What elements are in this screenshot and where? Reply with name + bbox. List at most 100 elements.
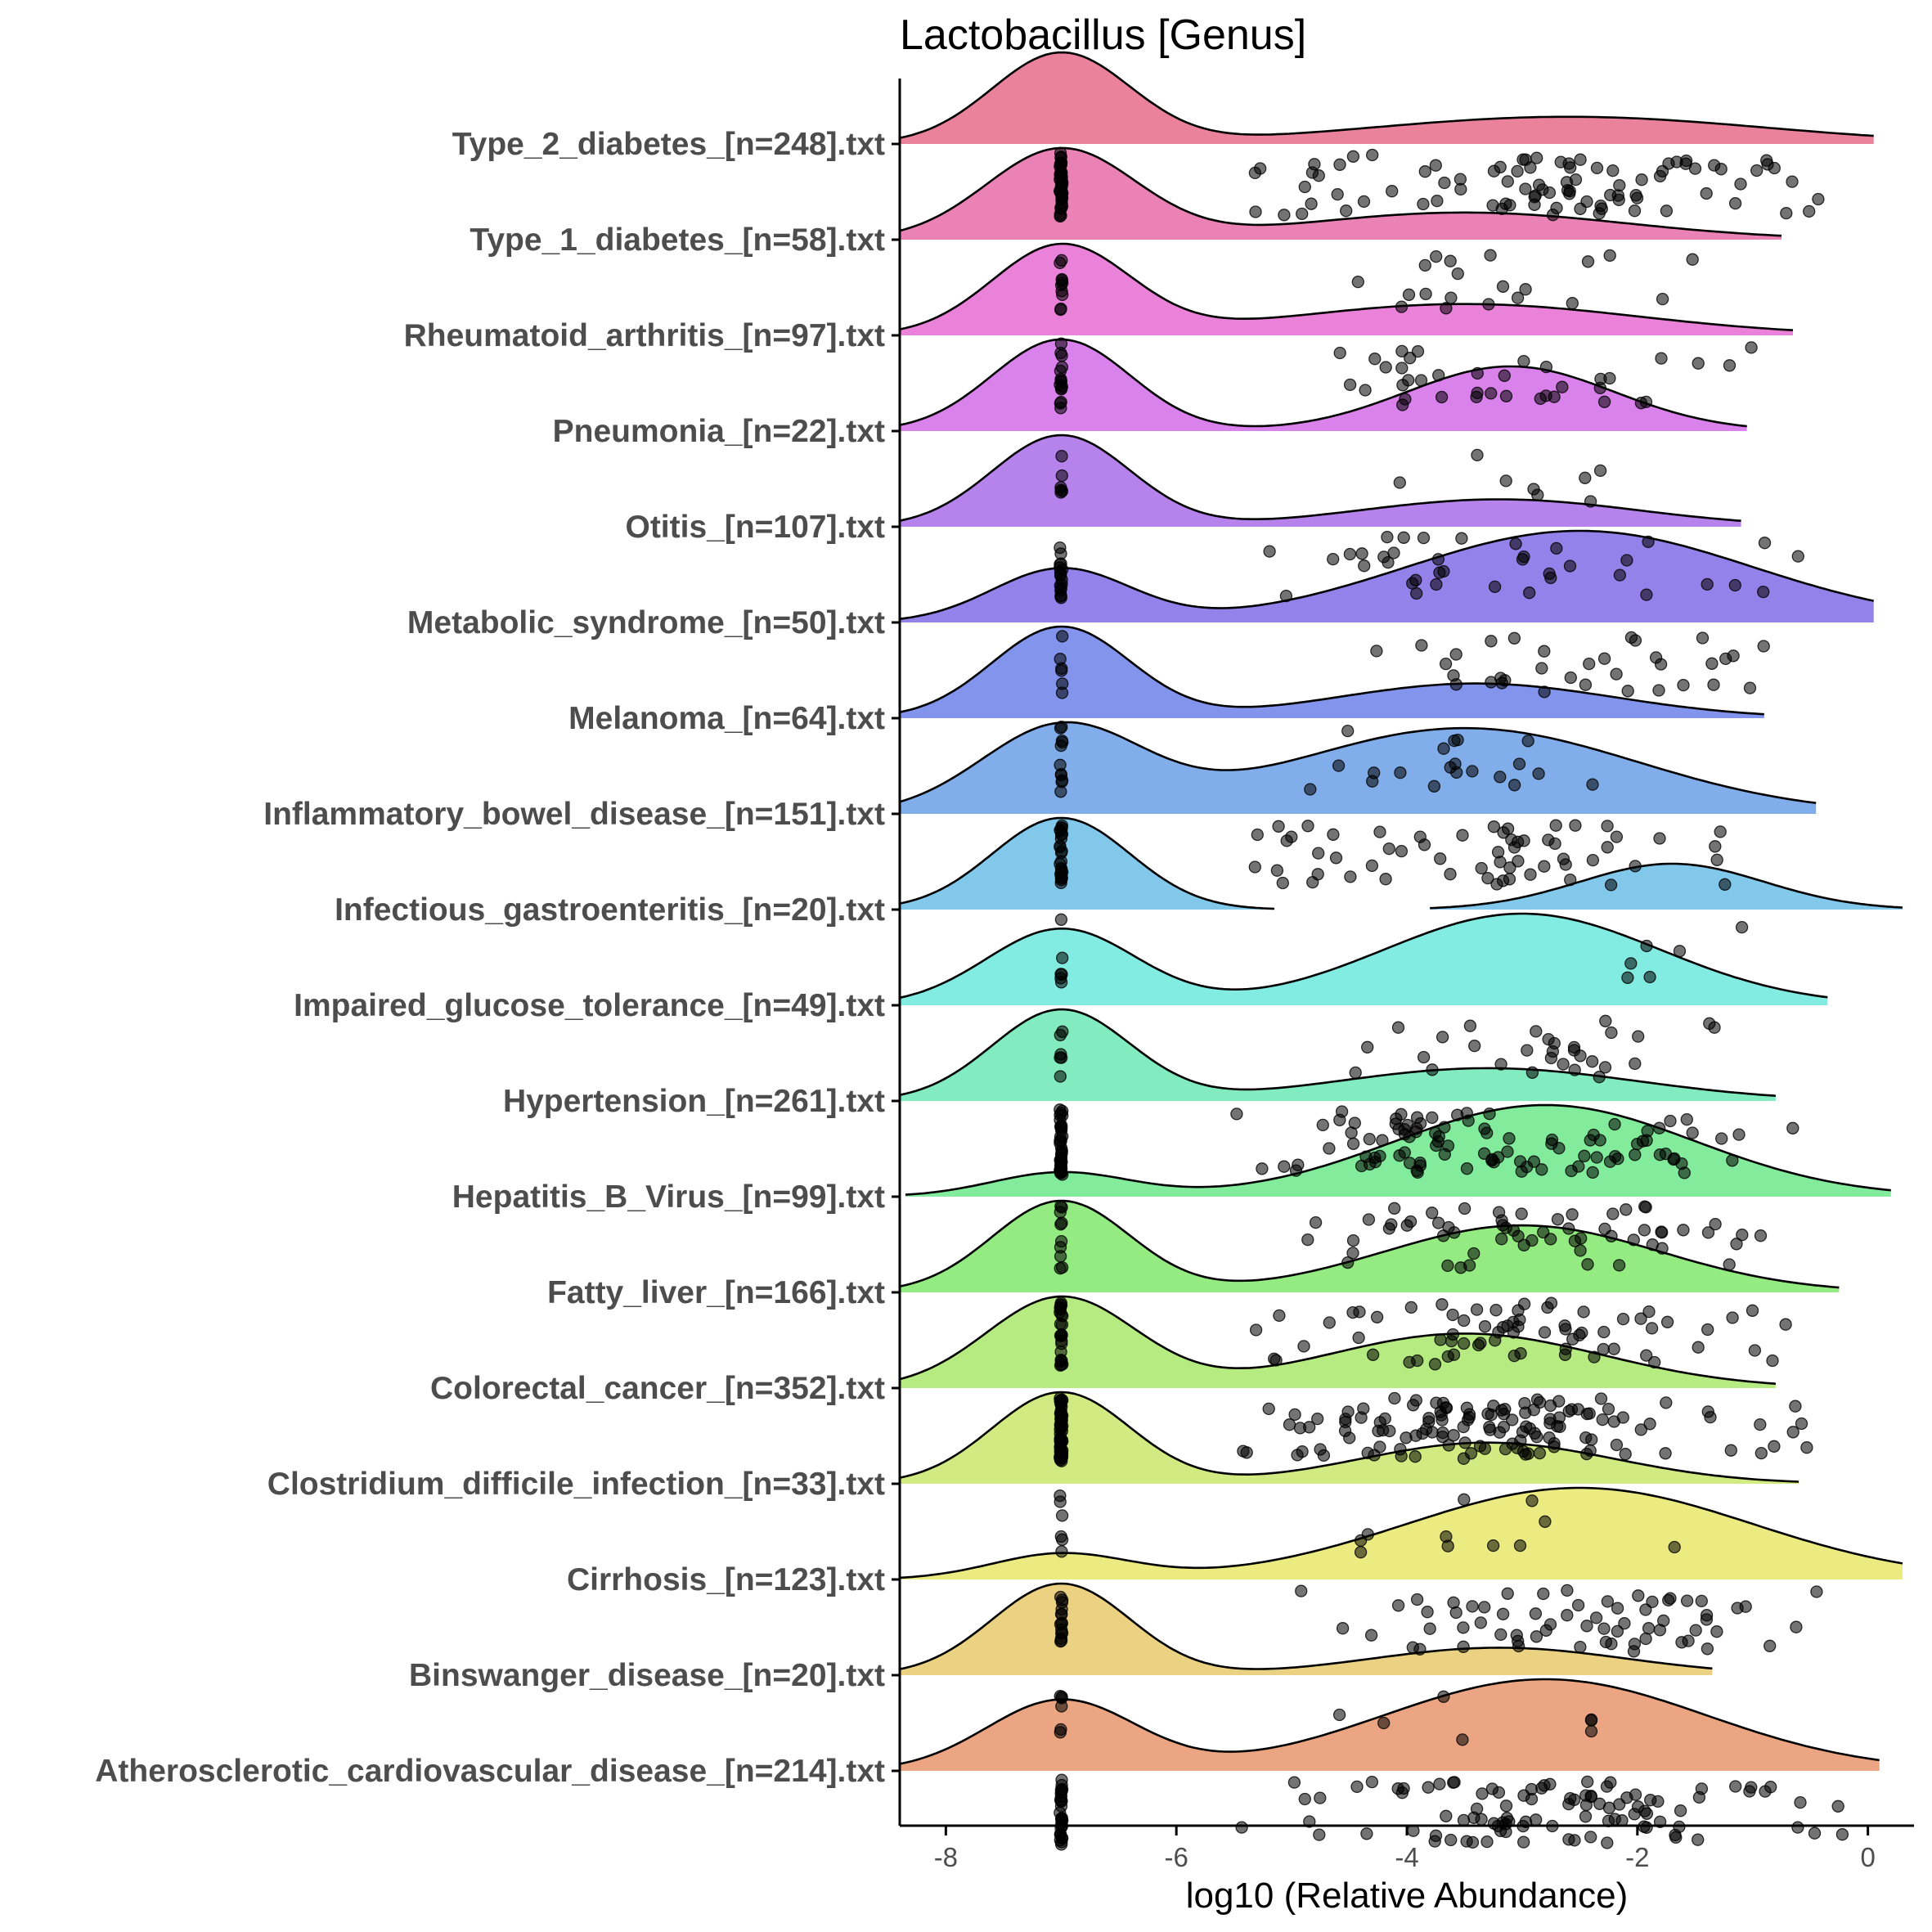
data-point <box>1768 161 1781 175</box>
data-point <box>1517 1297 1531 1310</box>
ridge-fill <box>900 531 1874 622</box>
data-point <box>1590 1151 1603 1164</box>
data-point <box>1516 153 1530 166</box>
data-point <box>1437 564 1450 578</box>
data-point <box>1393 476 1406 489</box>
data-point <box>1364 1629 1378 1642</box>
data-point <box>1679 154 1693 168</box>
data-point <box>1700 186 1713 200</box>
data-point <box>1621 971 1634 984</box>
data-point <box>1709 1217 1722 1231</box>
data-point <box>1437 1690 1450 1703</box>
x-axis-label: log10 (Relative Abundance) <box>1186 1876 1629 1916</box>
data-point <box>1620 1203 1633 1216</box>
data-point <box>1457 1640 1470 1653</box>
data-point <box>1411 344 1425 358</box>
data-point <box>1664 1114 1677 1128</box>
data-point <box>1249 205 1262 218</box>
data-point <box>1636 1134 1650 1148</box>
data-point <box>1710 1625 1723 1638</box>
zero-point <box>1055 1782 1069 1796</box>
data-point <box>1333 1113 1346 1126</box>
data-point <box>1601 841 1614 854</box>
data-point <box>1402 288 1416 301</box>
x-tick-label: -2 <box>1625 1842 1649 1872</box>
data-point <box>1610 1438 1624 1452</box>
data-point <box>1568 1063 1581 1076</box>
data-point <box>1441 1139 1455 1152</box>
data-point <box>1361 1528 1374 1541</box>
data-point <box>1701 1323 1714 1337</box>
data-point <box>1499 1825 1512 1839</box>
data-point <box>1488 580 1502 594</box>
data-point <box>1629 860 1642 873</box>
data-point <box>1341 1256 1355 1269</box>
data-point <box>1538 1326 1552 1339</box>
data-point <box>1323 1316 1336 1329</box>
zero-point <box>1054 256 1067 270</box>
data-point <box>1758 537 1772 550</box>
ridge-fill <box>900 914 1828 1005</box>
zero-point <box>1054 1318 1067 1331</box>
data-point <box>1471 448 1484 462</box>
data-point <box>1438 1121 1451 1134</box>
data-point <box>1432 369 1445 382</box>
zero-point <box>1055 774 1069 787</box>
data-point <box>1642 1305 1656 1319</box>
data-point <box>1680 1112 1693 1126</box>
data-point <box>1381 530 1394 544</box>
data-point <box>1552 1395 1566 1408</box>
points-layer <box>1054 146 1849 1851</box>
data-point <box>1532 767 1545 780</box>
data-point <box>1639 1632 1652 1646</box>
data-point <box>1586 1166 1599 1179</box>
data-point <box>1327 552 1340 566</box>
data-point <box>1632 1589 1645 1602</box>
data-point <box>1303 1421 1316 1434</box>
data-point <box>1605 1638 1618 1651</box>
data-point <box>1355 547 1368 560</box>
zero-point <box>1054 1153 1067 1167</box>
data-point <box>1558 1348 1572 1361</box>
data-point <box>1423 1622 1436 1635</box>
zero-point <box>1055 821 1068 834</box>
data-point <box>1513 1155 1527 1168</box>
data-point <box>1352 1331 1365 1345</box>
y-tick-label: Impaired_glucose_tolerance_[n=49].txt <box>294 988 885 1023</box>
data-point <box>1457 1337 1471 1350</box>
data-point <box>1327 828 1340 841</box>
ridge-outline <box>899 912 1828 1000</box>
ridge-fill <box>900 339 1747 431</box>
data-point <box>1795 1417 1808 1431</box>
data-point <box>1344 870 1357 883</box>
data-point <box>1487 820 1501 833</box>
data-point <box>1460 1162 1474 1175</box>
data-point <box>1451 267 1464 281</box>
zero-point <box>1054 868 1067 881</box>
y-tick-label: Cirrhosis_[n=123].txt <box>567 1562 885 1597</box>
y-tick-label: Hypertension_[n=261].txt <box>503 1084 885 1119</box>
zero-point <box>1054 158 1067 172</box>
data-point <box>1507 1224 1521 1237</box>
data-point <box>1444 868 1457 881</box>
data-point <box>1251 828 1264 842</box>
data-point <box>1794 1795 1807 1809</box>
data-point <box>1487 1156 1500 1169</box>
data-point <box>1695 1594 1708 1608</box>
data-point <box>1471 1338 1485 1352</box>
data-point <box>1537 1225 1550 1239</box>
data-point <box>1579 1810 1593 1823</box>
data-point <box>1398 1146 1411 1159</box>
data-point <box>1426 1063 1439 1076</box>
data-point <box>1446 1328 1459 1341</box>
data-point <box>1653 1121 1666 1134</box>
data-point <box>1456 829 1469 842</box>
data-point <box>1487 164 1501 177</box>
data-point <box>1688 162 1702 175</box>
data-point <box>1736 1229 1749 1242</box>
data-point <box>1648 1355 1661 1369</box>
data-point <box>1481 871 1494 885</box>
data-point <box>1578 1149 1591 1162</box>
data-point <box>1544 1051 1558 1065</box>
data-point <box>1600 1780 1614 1793</box>
